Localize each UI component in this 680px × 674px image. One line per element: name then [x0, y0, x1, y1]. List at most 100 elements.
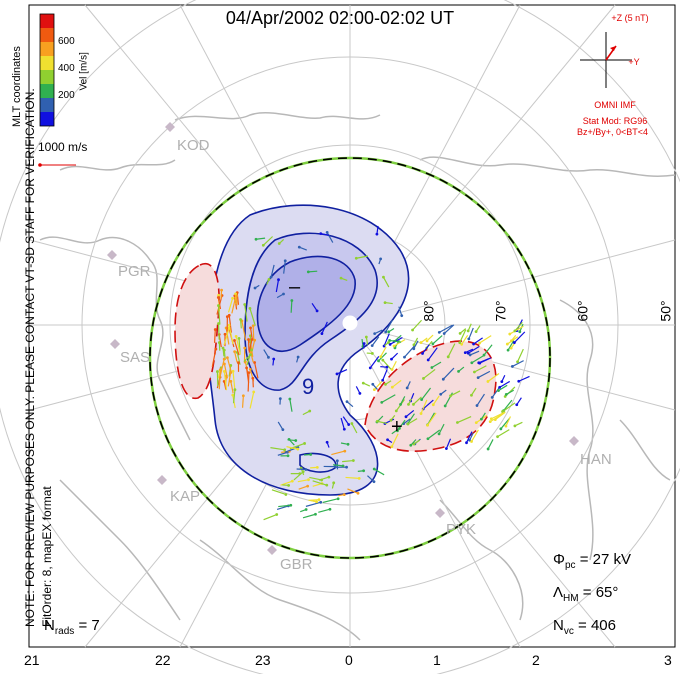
vector-origin: [419, 341, 423, 344]
vector-origin: [384, 330, 388, 334]
vector-origin: [379, 257, 383, 261]
vector-origin: [277, 242, 281, 245]
velocity-vector: [223, 381, 227, 390]
velocity-vector: [230, 381, 234, 394]
velocity-vector: [393, 334, 402, 342]
velocity-vector: [351, 423, 358, 434]
vector-origin: [509, 346, 513, 350]
vector-origin: [252, 390, 256, 394]
vector-origin: [335, 459, 339, 463]
velocity-vector: [398, 306, 403, 316]
velocity-vector: [270, 447, 285, 451]
vector-origin: [392, 344, 396, 348]
vector-origin: [407, 402, 410, 406]
lat-label-50: 50°: [657, 300, 674, 322]
vector-origin: [231, 393, 235, 397]
vector-origin: [320, 332, 324, 335]
velocity-vector: [509, 325, 524, 335]
vector-origin: [486, 447, 490, 451]
velocity-vector: [243, 354, 251, 363]
vector-scale-label: 1000 m/s: [38, 140, 88, 154]
velocity-vector: [473, 337, 483, 345]
velocity-vector: [312, 482, 323, 487]
nvc-stat: Nvc = 406: [553, 617, 616, 637]
vector-origin: [306, 270, 310, 274]
velocity-vector: [255, 237, 266, 240]
velocity-vector: [275, 279, 280, 293]
velocity-vector: [369, 356, 380, 369]
velocity-vector: [233, 340, 240, 356]
velocity-vector: [321, 321, 328, 334]
station-pgr: PGR: [118, 263, 151, 280]
vector-origin: [221, 346, 225, 350]
vector-origin: [398, 427, 401, 430]
velocity-vector: [378, 352, 387, 362]
vector-origin: [512, 341, 516, 344]
vector-origin: [248, 306, 252, 310]
vector-origin: [287, 483, 291, 487]
vector-origin: [245, 366, 249, 370]
velocity-vector: [427, 429, 441, 440]
velocity-vector: [393, 339, 406, 347]
velocity-vector: [311, 303, 318, 312]
vector-origin: [442, 332, 446, 335]
vector-origin: [225, 315, 229, 319]
vector-origin: [225, 356, 229, 360]
vector-origin: [220, 288, 223, 292]
vector-origin: [377, 359, 380, 363]
vector-origin: [307, 478, 310, 482]
vector-origin: [411, 328, 414, 332]
velocity-vector: [467, 345, 480, 354]
velocity-vector: [277, 421, 284, 430]
velocity-vector: [220, 290, 223, 300]
velocity-vector: [234, 351, 238, 363]
velocity-vector: [320, 233, 330, 236]
velocity-vector: [431, 361, 442, 369]
vector-origin: [253, 286, 257, 290]
velocity-vector: [391, 433, 399, 447]
velocity-vector: [278, 504, 291, 508]
colorbar-tick-600: 600: [58, 36, 75, 47]
velocity-vector: [297, 479, 309, 483]
vector-origin: [306, 484, 310, 488]
vector-origin: [426, 358, 430, 362]
velocity-vector: [382, 276, 390, 288]
vector-origin: [237, 336, 241, 340]
vector-origin: [488, 420, 492, 424]
velocity-vector: [469, 350, 480, 356]
vector-origin: [309, 453, 313, 456]
vector-origin: [362, 342, 366, 345]
vector-origin: [216, 296, 220, 299]
vector-origin: [506, 348, 510, 352]
vector-origin: [370, 352, 374, 355]
velocity-vector: [286, 446, 298, 450]
vector-origin: [233, 350, 237, 354]
mlt-label-21: 21: [24, 652, 40, 668]
vector-origin: [358, 391, 362, 395]
velocity-vector: [432, 395, 440, 406]
vector-origin: [303, 442, 306, 445]
vector-origin: [231, 369, 235, 373]
vector-origin: [499, 427, 503, 431]
vector-origin: [282, 292, 285, 296]
vector-origin: [490, 395, 494, 399]
vector-origin: [389, 418, 393, 422]
vector-origin: [390, 445, 394, 449]
vector-origin: [327, 475, 331, 479]
vector-origin: [345, 400, 349, 404]
station-kod: KOD: [177, 137, 210, 154]
vector-origin: [426, 437, 430, 441]
imf-condition: Bz+/By+, 0<BT<4: [576, 127, 649, 137]
velocity-vector: [247, 372, 250, 392]
colorbar-title: Vel [m/s]: [78, 52, 90, 91]
colorbar-band: [40, 70, 54, 84]
velocity-vector: [503, 399, 513, 412]
vector-origin: [278, 397, 282, 401]
vector-origin: [325, 483, 329, 487]
vector-origin: [362, 469, 366, 473]
velocity-vector: [413, 396, 422, 405]
vector-origin: [372, 480, 376, 484]
velocity-vector: [478, 358, 489, 364]
vector-origin: [319, 500, 323, 504]
plot-frame: [28, 4, 676, 648]
